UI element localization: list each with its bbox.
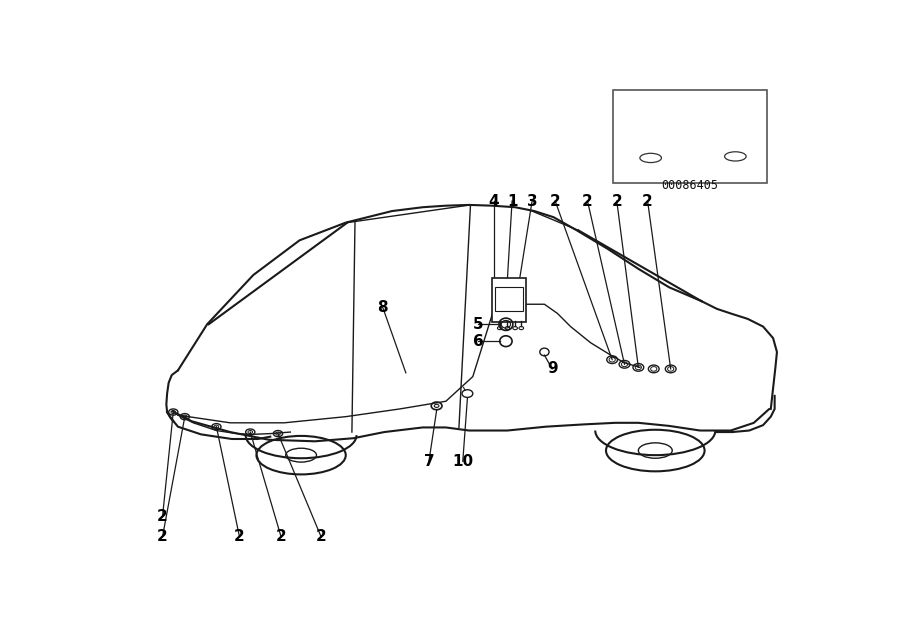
Text: 9: 9	[547, 361, 557, 377]
Text: 4: 4	[489, 193, 499, 209]
FancyBboxPatch shape	[613, 90, 767, 183]
Text: 2: 2	[316, 529, 327, 544]
Text: 8: 8	[377, 300, 388, 315]
Text: 6: 6	[472, 334, 483, 349]
Text: 2: 2	[158, 529, 168, 544]
Text: 2: 2	[234, 529, 245, 544]
FancyBboxPatch shape	[491, 278, 526, 322]
Text: 10: 10	[452, 454, 473, 469]
Text: 2: 2	[158, 509, 168, 524]
Text: 2: 2	[611, 193, 622, 209]
Text: 2: 2	[643, 193, 653, 209]
FancyBboxPatch shape	[495, 287, 523, 310]
Text: 1: 1	[507, 193, 517, 209]
Text: 00086405: 00086405	[662, 179, 718, 192]
Text: 2: 2	[582, 193, 593, 209]
Text: 2: 2	[275, 529, 286, 544]
Text: 3: 3	[526, 193, 537, 209]
Text: 2: 2	[550, 193, 561, 209]
Text: 5: 5	[472, 317, 483, 332]
Text: 7: 7	[424, 454, 434, 469]
